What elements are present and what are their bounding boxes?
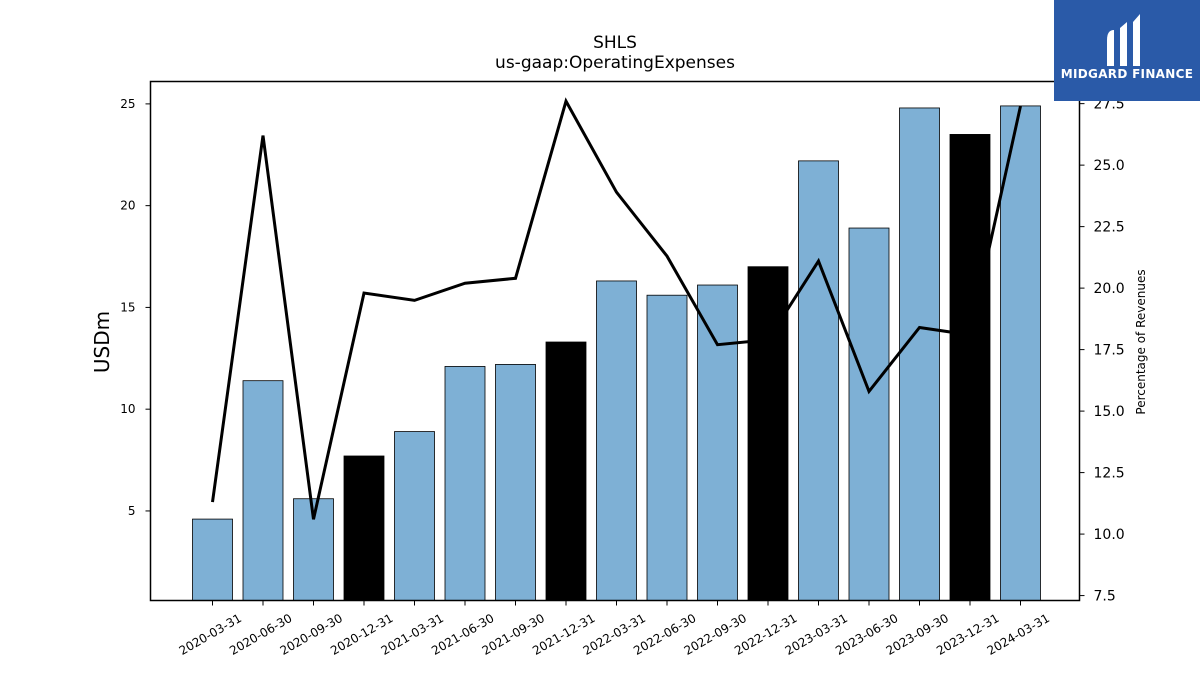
- y2-tick-label: 12.5: [1094, 466, 1125, 482]
- bar-series: [192, 105, 1041, 601]
- y2-tick-label: 15.0: [1094, 404, 1125, 420]
- chart-title: SHLS: [593, 33, 637, 53]
- bar-2024-03-31: [1000, 105, 1041, 601]
- bar-2021-12-31: [545, 341, 587, 601]
- y-tick-label: 25: [120, 97, 135, 111]
- bar-2022-03-31: [596, 280, 637, 601]
- bar-2022-12-31: [747, 266, 789, 601]
- y-tick-label: 20: [120, 199, 135, 213]
- y-tick-label: 10: [120, 402, 135, 416]
- y-tick-label: 5: [128, 504, 136, 518]
- bar-2020-12-31: [343, 455, 385, 601]
- y2-tick-label: 25.0: [1094, 158, 1125, 174]
- brand-logo: MIDGARD FINANCE: [1054, 0, 1200, 101]
- bar-2021-03-31: [394, 431, 435, 601]
- line-series: [211, 97, 1022, 520]
- bar-2023-03-31: [798, 160, 839, 601]
- y2-axis-label: Percentage of Revenues: [1134, 269, 1148, 414]
- plot-frame: [149, 80, 1081, 602]
- bar-2020-03-31: [192, 518, 233, 601]
- x-axis-ticks: 2020-03-312020-06-302020-09-302020-12-31…: [177, 600, 1052, 658]
- bar-2022-06-30: [646, 294, 688, 601]
- y2-tick-label: 20.0: [1094, 281, 1125, 297]
- y2-tick-label: 22.5: [1094, 220, 1125, 236]
- y2-tick-label: 7.5: [1094, 589, 1116, 605]
- bar-2021-09-30: [495, 364, 536, 601]
- y2-tick-label: 17.5: [1094, 343, 1125, 359]
- brand-name: MIDGARD FINANCE: [1060, 67, 1194, 81]
- y-axis-ticks: 5 10 15 20 25: [120, 97, 151, 518]
- bar-2023-12-31: [949, 134, 991, 601]
- bar-2022-09-30: [697, 284, 738, 601]
- y2-tick-label: 10.0: [1094, 527, 1125, 543]
- chart-subtitle: us-gaap:OperatingExpenses: [495, 53, 735, 73]
- bar-2023-06-30: [848, 227, 890, 601]
- y2-axis-ticks: 7.510.012.515.017.520.022.525.027.5: [1079, 97, 1125, 605]
- y-axis-label: USDm: [90, 311, 114, 373]
- y-tick-label: 15: [120, 300, 135, 314]
- logo-mark-icon: [1107, 14, 1140, 66]
- bar-2021-06-30: [444, 366, 486, 601]
- bar-2020-06-30: [242, 380, 284, 601]
- percentage-line: [211, 97, 1022, 520]
- bar-2023-09-30: [899, 107, 940, 601]
